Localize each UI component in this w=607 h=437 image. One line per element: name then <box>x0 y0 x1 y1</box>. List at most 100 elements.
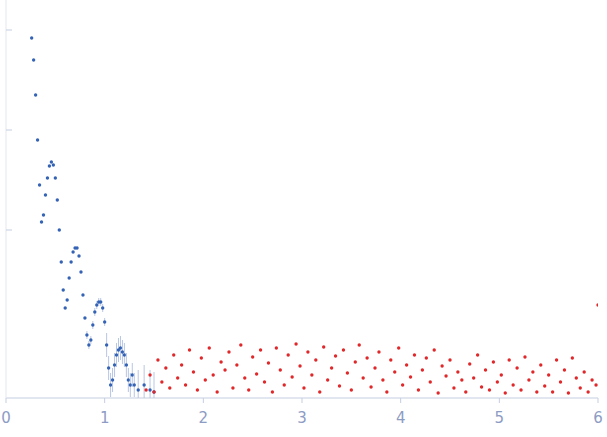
point <box>247 388 250 391</box>
plot-area <box>30 36 598 398</box>
point <box>275 346 278 349</box>
point <box>433 348 436 351</box>
point <box>89 338 92 341</box>
point <box>456 370 459 373</box>
point <box>496 380 499 383</box>
point <box>567 391 570 394</box>
point <box>377 350 380 353</box>
point <box>555 358 558 361</box>
point <box>176 376 179 379</box>
point <box>330 366 333 369</box>
point <box>148 373 151 376</box>
point <box>354 360 357 363</box>
point <box>294 342 297 345</box>
point <box>484 368 487 371</box>
point <box>103 320 106 323</box>
point <box>204 378 207 381</box>
point <box>91 323 94 326</box>
point <box>75 246 78 249</box>
error-bar <box>138 370 139 398</box>
point <box>99 300 102 303</box>
point <box>409 375 412 378</box>
point <box>188 348 191 351</box>
point <box>54 176 57 179</box>
point <box>508 358 511 361</box>
point <box>358 343 361 346</box>
point <box>492 360 495 363</box>
point <box>448 358 451 361</box>
x-tick-label: 0 <box>1 409 11 427</box>
point <box>137 388 140 391</box>
point <box>452 386 455 389</box>
point <box>227 350 230 353</box>
x-tick <box>499 398 500 403</box>
point <box>109 383 112 386</box>
point <box>440 364 443 367</box>
point <box>547 373 550 376</box>
point <box>93 310 96 313</box>
point <box>350 388 353 391</box>
point <box>531 370 534 373</box>
point <box>267 361 270 364</box>
point <box>36 138 39 141</box>
point <box>67 276 70 279</box>
point <box>472 376 475 379</box>
point <box>322 345 325 348</box>
point <box>142 383 145 386</box>
point <box>144 388 147 391</box>
point <box>397 346 400 349</box>
point <box>579 386 582 389</box>
x-tick-label: 3 <box>297 409 307 427</box>
point <box>417 388 420 391</box>
point <box>594 383 597 386</box>
point <box>87 343 90 346</box>
point <box>107 366 110 369</box>
point <box>125 363 128 366</box>
point <box>58 228 61 231</box>
point <box>81 293 84 296</box>
point <box>338 384 341 387</box>
error-bar <box>154 372 155 398</box>
point <box>34 93 37 96</box>
point <box>596 303 598 306</box>
point <box>42 213 45 216</box>
point <box>131 373 134 376</box>
point <box>468 362 471 365</box>
point <box>184 383 187 386</box>
point <box>50 160 53 163</box>
point <box>401 383 404 386</box>
point <box>168 386 171 389</box>
point <box>385 390 388 393</box>
point <box>283 383 286 386</box>
point <box>148 388 151 391</box>
point <box>519 388 522 391</box>
point <box>504 391 507 394</box>
point <box>160 380 163 383</box>
y-tick <box>6 130 12 131</box>
point <box>326 378 329 381</box>
point <box>239 343 242 346</box>
point <box>302 386 305 389</box>
point <box>65 298 68 301</box>
point <box>121 350 124 353</box>
point <box>133 383 136 386</box>
y-tick <box>6 230 12 231</box>
point <box>515 366 518 369</box>
point <box>243 376 246 379</box>
point <box>255 372 258 375</box>
point <box>223 368 226 371</box>
x-tick-label: 2 <box>199 409 209 427</box>
point <box>79 270 82 273</box>
x-tick-label: 4 <box>396 409 406 427</box>
x-tick <box>598 398 599 403</box>
point <box>279 368 282 371</box>
point <box>346 371 349 374</box>
y-axis <box>6 0 7 398</box>
point <box>156 358 159 361</box>
point <box>152 390 155 393</box>
point <box>77 254 80 257</box>
x-tick-label: 5 <box>495 409 505 427</box>
point <box>488 388 491 391</box>
point <box>52 163 55 166</box>
point <box>32 58 35 61</box>
